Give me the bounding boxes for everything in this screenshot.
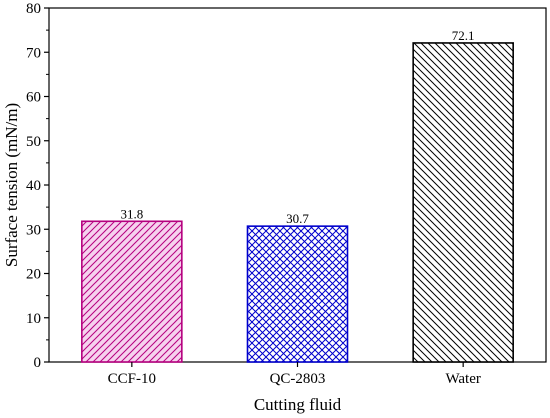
- y-tick-label: 10: [26, 311, 41, 327]
- y-tick-label: 0: [34, 355, 42, 371]
- bar-value-label: 72.1: [452, 28, 475, 43]
- bar-qc-2803: [246, 225, 349, 363]
- y-tick-label: 80: [26, 1, 41, 17]
- x-tick-label: QC-2803: [270, 371, 326, 387]
- bar-water: [412, 42, 514, 363]
- x-tick-label: CCF-10: [108, 371, 156, 387]
- y-axis-title: Surface tension (mN/m): [2, 103, 21, 267]
- y-tick-label: 60: [26, 90, 41, 106]
- y-tick-label: 30: [26, 222, 41, 238]
- y-tick-label: 70: [26, 45, 41, 61]
- x-axis-title: Cutting fluid: [254, 395, 342, 414]
- bar-value-label: 30.7: [286, 211, 309, 226]
- bar-value-label: 31.8: [120, 206, 143, 221]
- y-tick-label: 40: [26, 178, 41, 194]
- bar-ccf-10: [81, 220, 183, 363]
- y-tick-label: 20: [26, 267, 41, 283]
- x-tick-label: Water: [445, 371, 480, 387]
- y-tick-label: 50: [26, 134, 41, 150]
